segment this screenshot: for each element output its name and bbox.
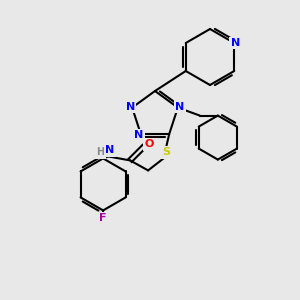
Text: N: N	[106, 146, 115, 155]
Text: N: N	[231, 38, 240, 48]
Text: N: N	[175, 102, 184, 112]
Text: N: N	[134, 130, 143, 140]
Text: H: H	[96, 147, 104, 158]
Text: O: O	[144, 140, 154, 149]
Text: F: F	[99, 213, 107, 224]
Text: N: N	[125, 102, 135, 112]
Text: S: S	[162, 147, 170, 158]
